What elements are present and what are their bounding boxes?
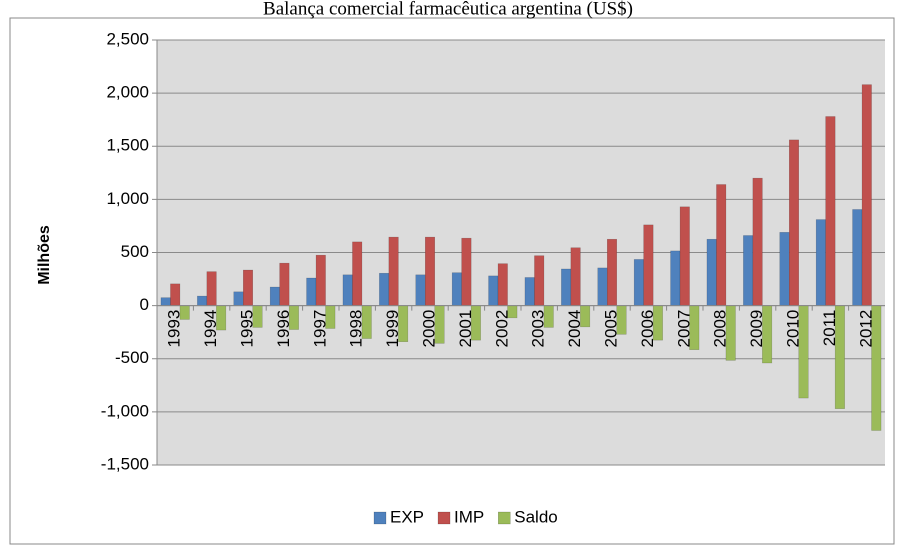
bar: [425, 236, 435, 306]
x-tick-label: 2000: [419, 310, 438, 348]
bar: [352, 241, 363, 306]
legend-label: Saldo: [514, 507, 557, 526]
x-tick-label: 2005: [601, 310, 620, 348]
bar: [825, 116, 836, 306]
bar: [279, 262, 290, 306]
bar: [643, 224, 654, 306]
bar: [379, 272, 390, 306]
bar: [597, 267, 608, 306]
bar: [815, 219, 826, 306]
bar: [170, 283, 181, 306]
x-tick-label: 1999: [383, 310, 402, 348]
bar: [607, 238, 617, 306]
y-axis-label: Milhões: [36, 225, 53, 285]
legend-swatch: [437, 511, 451, 525]
x-tick-label: 1995: [237, 310, 256, 348]
bar: [679, 206, 690, 306]
bar: [306, 277, 317, 306]
x-tick-label: 1996: [274, 310, 293, 348]
bar: [861, 84, 872, 306]
y-tick-label: -1,000: [101, 401, 149, 420]
x-tick-label: 2001: [456, 310, 475, 348]
bar: [206, 271, 217, 306]
bar: [315, 254, 326, 306]
bar: [342, 274, 353, 306]
x-tick-label: 1993: [165, 310, 184, 348]
x-tick-label: 2008: [711, 310, 730, 348]
y-tick-label: 1,000: [106, 189, 149, 208]
bar: [524, 277, 535, 306]
bar: [415, 274, 426, 306]
y-tick-label: 500: [121, 242, 149, 261]
bar: [752, 177, 763, 306]
legend-label: EXP: [390, 507, 424, 526]
chart-title: Balança comercial farmacêutica argentina…: [263, 0, 633, 19]
bar: [451, 272, 462, 306]
bar: [779, 232, 790, 306]
bar: [570, 247, 581, 306]
bar: [743, 235, 754, 306]
x-tick-label: 2006: [638, 310, 657, 348]
x-tick-label: 1994: [201, 310, 220, 348]
x-tick-label: 2004: [565, 310, 584, 348]
x-tick-label: 1997: [310, 310, 329, 348]
y-tick-label: 2,000: [106, 83, 149, 102]
bar: [461, 237, 472, 306]
x-tick-label: 2012: [856, 310, 875, 348]
legend-label: IMP: [454, 507, 484, 526]
bar: [269, 286, 280, 306]
x-tick-label: 2010: [783, 310, 802, 348]
y-tick-label: 2,500: [106, 29, 149, 48]
x-tick-label: 2007: [674, 310, 693, 348]
bar: [488, 275, 499, 306]
x-tick-label: 2002: [492, 310, 511, 348]
bar: [716, 184, 727, 306]
bar: [789, 139, 799, 306]
x-tick-label: 1998: [347, 310, 366, 348]
bar: [233, 291, 244, 306]
bar: [497, 263, 508, 306]
bar: [852, 209, 863, 306]
bar: [197, 295, 208, 306]
bar: [388, 236, 399, 306]
bar: [706, 238, 717, 306]
bar: [670, 250, 681, 306]
y-tick-label: 1,500: [106, 136, 149, 155]
bar: [561, 268, 572, 306]
bar: [633, 259, 644, 306]
bar: [243, 269, 253, 306]
x-tick-label: 2011: [820, 310, 839, 347]
x-tick-label: 2003: [529, 310, 548, 348]
legend-swatch: [373, 511, 387, 525]
legend-swatch: [498, 511, 511, 525]
y-tick-label: -500: [115, 348, 149, 367]
bar: [160, 297, 171, 306]
x-tick-label: 2009: [747, 310, 766, 348]
y-tick-label: 0: [140, 295, 149, 314]
y-tick-label: -1,500: [101, 454, 149, 473]
bar: [534, 255, 545, 306]
